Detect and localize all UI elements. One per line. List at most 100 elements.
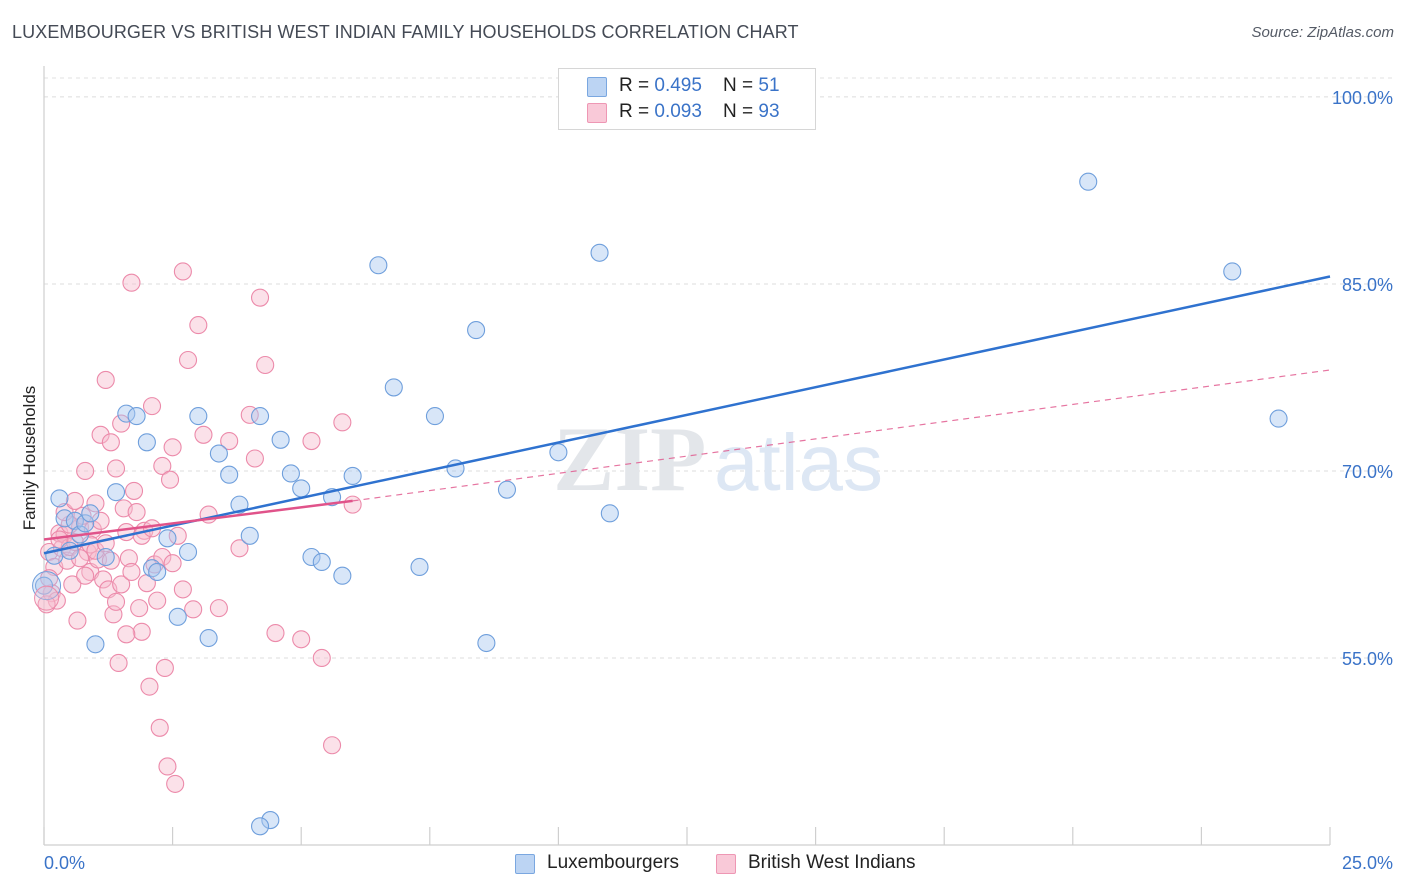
luxembourger-point <box>549 443 568 462</box>
british-west-indian-point <box>220 431 239 451</box>
luxembourger-point <box>590 243 609 262</box>
british-west-indian-point <box>168 526 187 545</box>
watermark-atlas: atlas <box>714 418 883 507</box>
british-west-indian-point <box>132 622 151 641</box>
british-west-indian-point <box>148 591 167 610</box>
british-west-indian-point <box>68 611 87 630</box>
british-west-indian-point <box>91 425 110 444</box>
british-west-indian-point <box>292 630 311 649</box>
n-value: 51 <box>758 75 780 96</box>
stats-legend: R = 0.495 N = 51 R = 0.093 N = 93 <box>558 68 816 130</box>
luxembourger-point <box>240 526 259 545</box>
british-west-indians-swatch <box>587 103 607 123</box>
n-value: 93 <box>758 101 780 122</box>
luxembourger-point <box>81 504 100 523</box>
british-west-indian-point <box>230 539 249 558</box>
luxembourger-point <box>410 557 429 577</box>
luxembourger-point <box>1223 262 1242 281</box>
legend-label: Luxembourgers <box>547 852 680 873</box>
luxembourger-point <box>425 407 444 426</box>
luxembourger-point <box>168 607 187 626</box>
british-west-indian-point <box>343 495 362 514</box>
british-west-indian-point <box>163 438 182 457</box>
n-label: N = <box>723 75 759 96</box>
luxembourger-point <box>55 509 74 528</box>
x-tick-label: 0.0% <box>44 853 85 873</box>
british-west-indian-point <box>323 736 342 755</box>
british-west-indian-point <box>119 549 138 568</box>
british-west-indian-point <box>166 774 185 793</box>
british-west-indian-point <box>112 575 131 594</box>
luxembourger-point <box>34 576 54 595</box>
watermark-zip: ZIP <box>553 408 706 510</box>
luxembourger-point <box>250 817 270 836</box>
axis-labels: 55.0% 70.0% 85.0% 100.0% 0.0% 25.0% Family Hou… <box>20 88 1393 873</box>
luxembourger-point <box>250 407 270 426</box>
british-west-indian-point <box>153 456 172 476</box>
british-west-indian-point <box>245 449 264 468</box>
luxembourger-point <box>384 378 403 397</box>
british-west-indian-point <box>173 580 192 599</box>
luxembourger-point <box>96 547 115 567</box>
chart-title: LUXEMBOURGER VS BRITISH WEST INDIAN FAMI… <box>12 22 799 42</box>
british-west-indian-point <box>76 461 95 481</box>
luxembourger-point <box>137 433 156 452</box>
luxembourger-point <box>230 495 249 514</box>
r-value: 0.093 <box>654 101 702 122</box>
british-west-indian-point <box>112 414 131 433</box>
british-west-indian-point <box>127 503 146 522</box>
british-west-indian-point <box>302 431 321 451</box>
x-tick-label: 25.0% <box>1342 853 1393 873</box>
british-west-indian-point <box>106 459 126 478</box>
series-legend: Luxembourgers British West Indians <box>0 852 1406 876</box>
y-tick-label: 85.0% <box>1342 275 1393 295</box>
british-west-indian-point <box>209 599 228 618</box>
british-west-indian-point <box>266 623 285 643</box>
luxembourger-point <box>148 562 167 582</box>
luxembourger-point <box>600 504 619 523</box>
british-west-indians-swatch <box>716 854 736 874</box>
british-west-indian-point <box>65 491 84 510</box>
r-label: R = <box>619 101 655 122</box>
luxembourger-point <box>189 407 208 426</box>
british-west-indian-point <box>163 554 182 573</box>
luxembourger-point <box>369 256 388 275</box>
luxembourger-point <box>271 430 290 449</box>
gridlines <box>44 77 1394 659</box>
luxembourger-point <box>333 566 352 585</box>
british-west-indian-point <box>101 433 120 452</box>
british-west-indian-point <box>130 599 149 618</box>
british-west-indian-point <box>256 355 275 375</box>
british-west-indian-point <box>173 262 192 281</box>
luxembourger-point <box>65 511 84 530</box>
luxembourger-point <box>281 464 300 483</box>
y-axis-title: Family Households <box>20 386 39 531</box>
british-west-indian-point <box>63 575 82 594</box>
british-west-indian-point <box>158 757 177 776</box>
luxembourgers-swatch <box>587 77 607 97</box>
luxembourger-point <box>86 635 105 654</box>
british-west-indian-point <box>184 600 203 619</box>
source-credit: Source: ZipAtlas.com <box>1251 24 1394 41</box>
british-west-indian-point <box>96 370 115 390</box>
british-west-indian-point <box>142 397 162 416</box>
luxembourgers-swatch <box>515 854 535 874</box>
luxembourger-point <box>117 404 136 423</box>
luxembourger-point <box>127 407 146 426</box>
r-label: R = <box>619 75 655 96</box>
luxembourgers-trend-line <box>43 275 1331 555</box>
luxembourger-point <box>178 542 198 562</box>
british-west-indian-point <box>312 648 331 668</box>
british-west-indian-point <box>194 425 213 444</box>
british-west-indian-point <box>178 350 198 370</box>
luxembourger-point <box>106 483 126 502</box>
british-west-indian-point <box>34 585 60 611</box>
luxembourger-point <box>467 321 486 340</box>
british-west-indian-point <box>86 494 105 513</box>
luxembourger-point <box>50 489 69 508</box>
luxembourger-point <box>261 811 280 830</box>
luxembourger-point <box>209 444 228 463</box>
british-west-indian-point <box>122 562 141 582</box>
british-west-indian-point <box>117 625 136 644</box>
